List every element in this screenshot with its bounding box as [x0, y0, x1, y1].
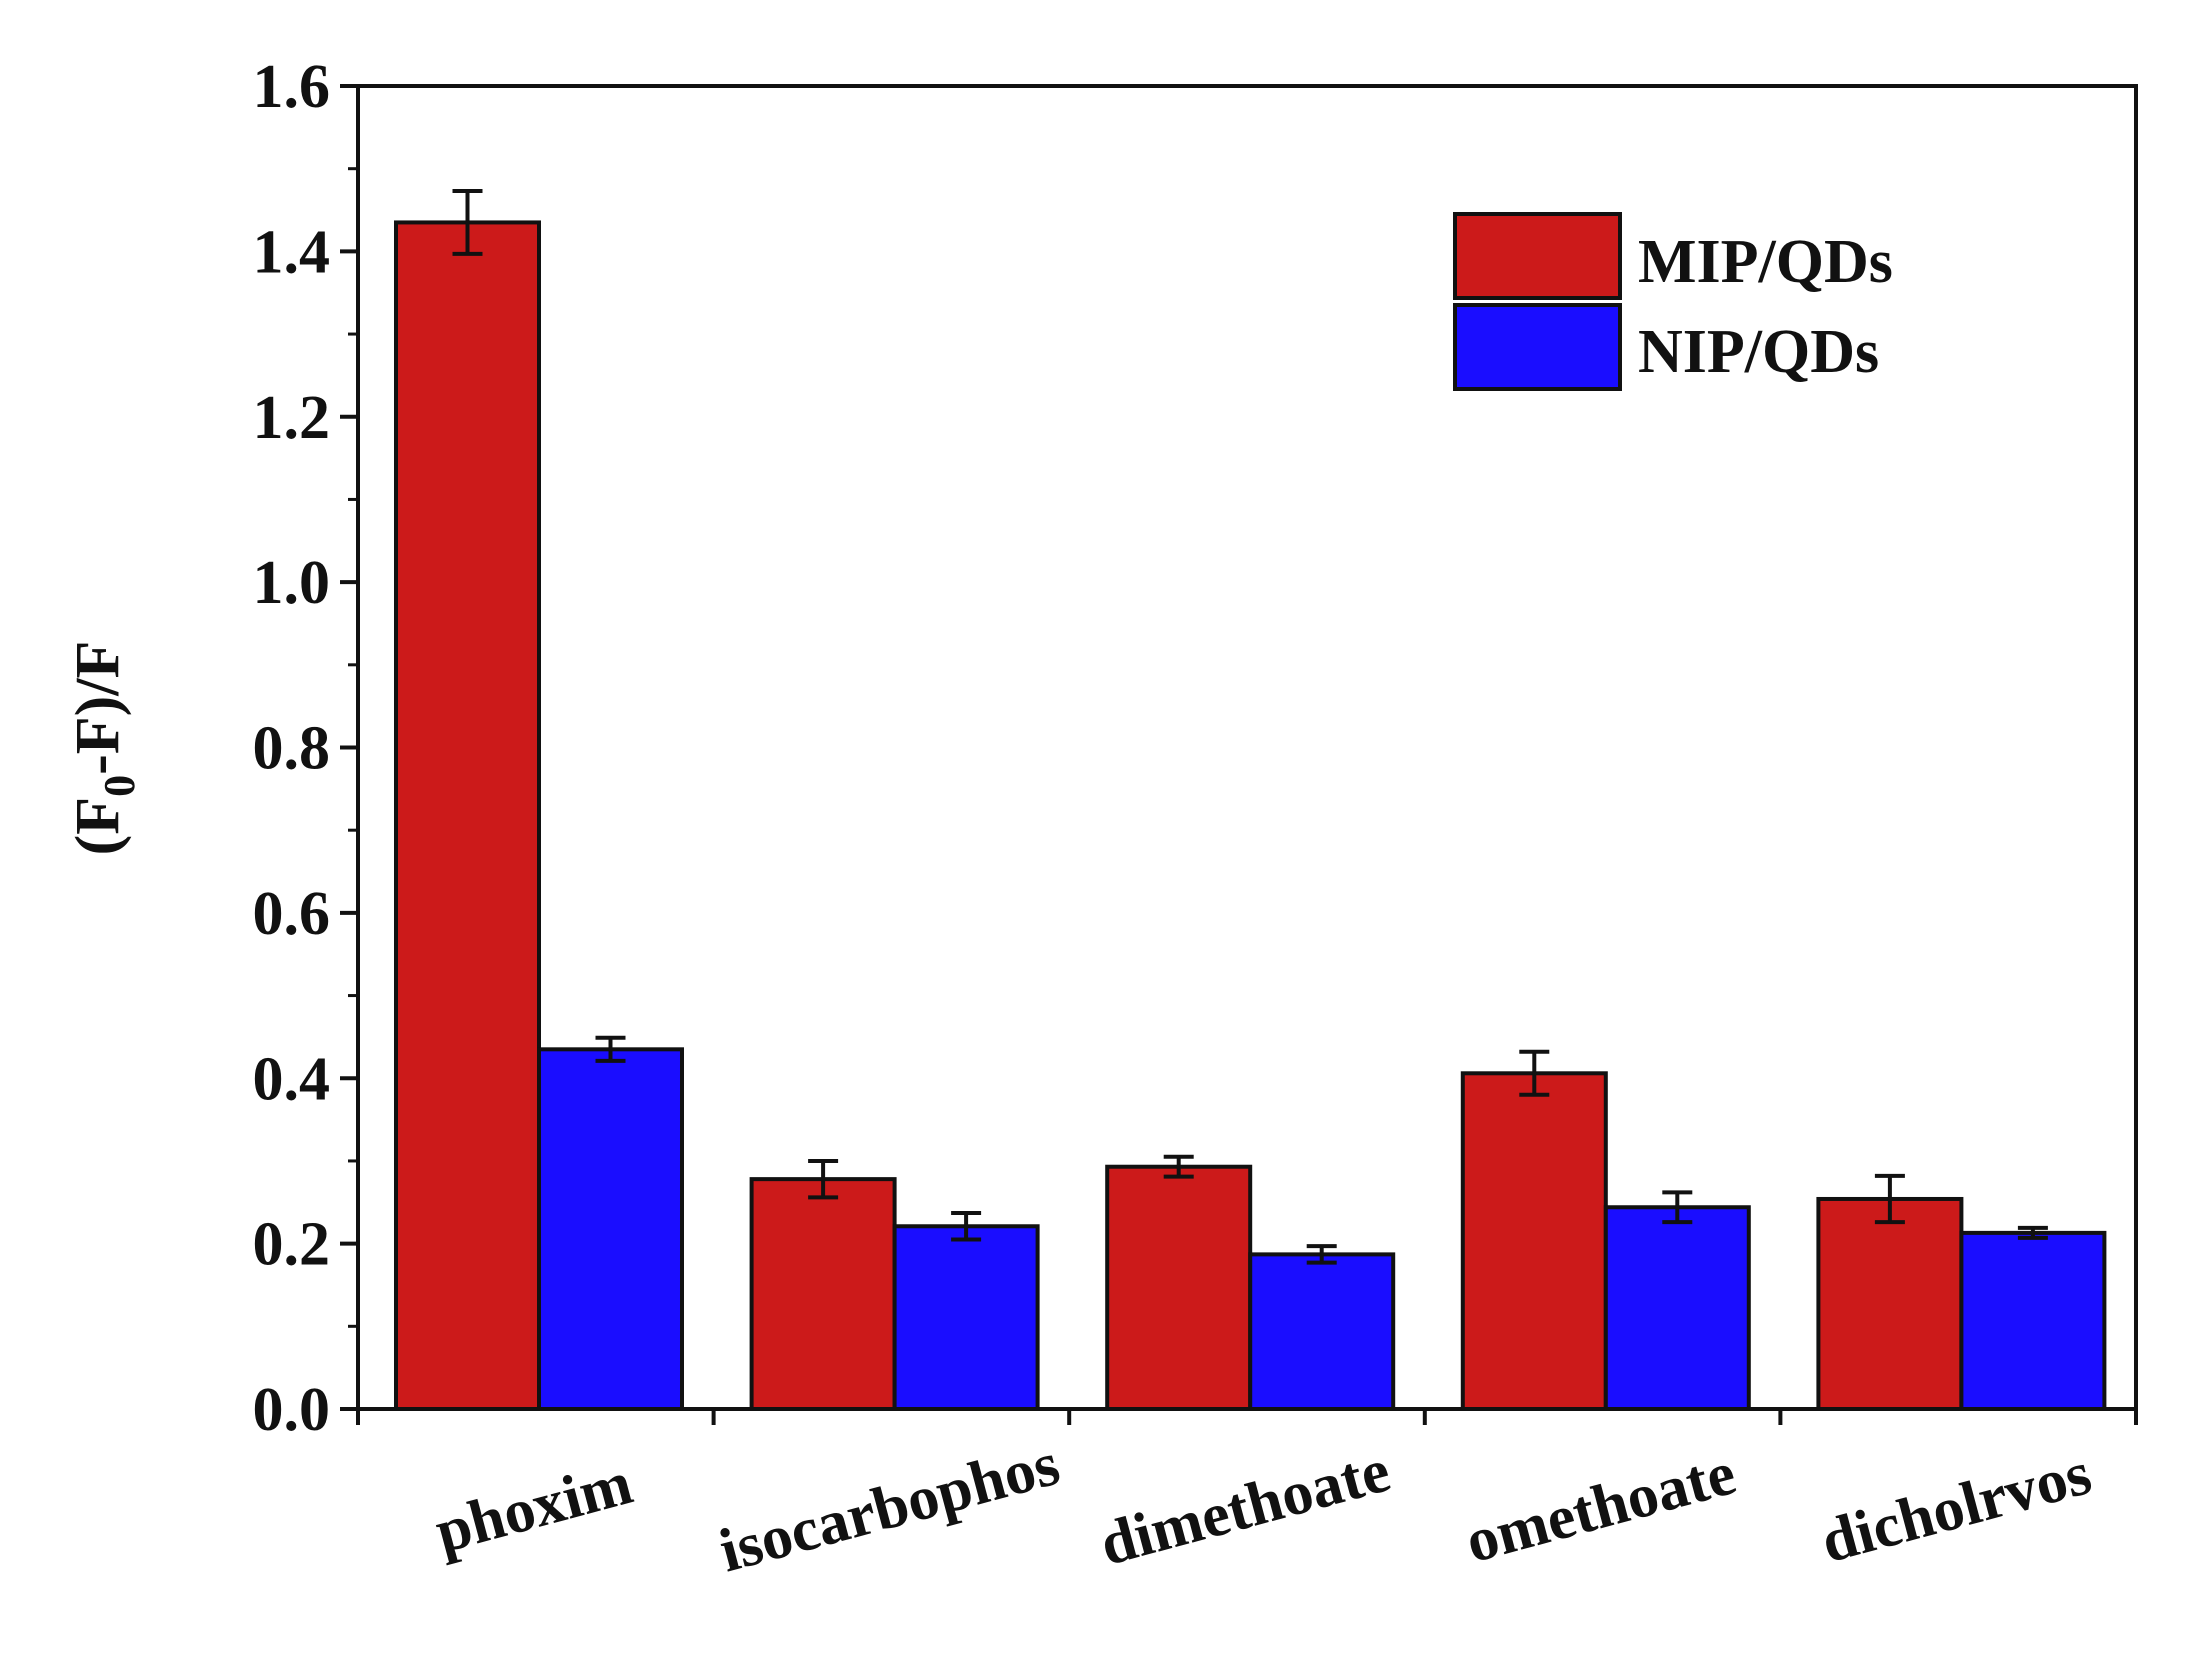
legend-swatch-nip	[1453, 303, 1622, 391]
y-axis-title-subscript: 0	[95, 775, 144, 797]
bar-dicholrvos-mip	[1816, 1196, 1964, 1411]
bar-phoxim-nip	[537, 1047, 684, 1411]
y-axis-title-prefix: (F	[64, 797, 132, 856]
errorbar-dimethoate-nip	[1306, 1244, 1337, 1265]
bar-isocarbophos-mip	[749, 1177, 897, 1412]
y-tick-label: 1.6	[253, 53, 331, 121]
bars-layer	[394, 220, 2107, 1412]
errorbars-layer	[452, 189, 2048, 1265]
bar-omethoate-nip	[1603, 1205, 1751, 1412]
legend-label-nip: NIP/QDs	[1638, 318, 1879, 386]
y-tick-label: 0.6	[253, 880, 331, 948]
y-axis: 0.0 0.2 0.4 0.6 0.8 1.0 1.2 1.4 1.6	[253, 53, 358, 1444]
errorbar-omethoate-nip	[1662, 1190, 1693, 1225]
bar-isocarbophos-nip	[892, 1224, 1040, 1411]
bar-dicholrvos-nip	[1959, 1230, 2107, 1411]
category-label-isocarbophos: isocarbophos	[713, 1430, 1067, 1586]
y-tick-label: 1.2	[253, 384, 331, 452]
y-tick-label: 1.4	[253, 218, 331, 286]
category-label-omethoate: omethoate	[1459, 1439, 1743, 1576]
y-axis-title: (F0-F)/F	[64, 641, 144, 856]
bar-phoxim-mip	[394, 220, 541, 1412]
errorbar-omethoate-mip	[1519, 1049, 1550, 1097]
errorbar-isocarbophos-nip	[951, 1211, 982, 1242]
y-tick-label: 1.0	[253, 549, 331, 617]
legend-swatch-mip	[1453, 212, 1622, 300]
bar-omethoate-mip	[1460, 1071, 1608, 1411]
errorbar-isocarbophos-mip	[808, 1158, 839, 1200]
legend-label-mip: MIP/QDs	[1638, 228, 1893, 296]
errorbar-dicholrvos-nip	[2017, 1225, 2048, 1240]
x-axis: phoxim isocarbophos dimethoate omethoate dic…	[356, 1409, 2138, 1586]
y-tick-label: 0.2	[253, 1211, 331, 1279]
bar-dimethoate-nip	[1248, 1252, 1396, 1412]
errorbar-phoxim-nip	[595, 1035, 626, 1063]
bar-dimethoate-mip	[1105, 1164, 1253, 1411]
errorbar-phoxim-mip	[452, 189, 483, 256]
errorbar-dicholrvos-mip	[1874, 1173, 1905, 1225]
category-label-phoxim: phoxim	[429, 1449, 640, 1566]
y-tick-label: 0.8	[253, 715, 331, 783]
y-axis-title-suffix: -F)/F	[64, 641, 132, 775]
errorbar-dimethoate-mip	[1163, 1154, 1194, 1179]
category-label-dimethoate: dimethoate	[1093, 1437, 1397, 1579]
y-tick-label: 0.4	[253, 1045, 331, 1113]
category-label-dicholrvos: dicholrvos	[1814, 1439, 2098, 1576]
legend: MIP/QDs NIP/QDs	[1453, 212, 1893, 391]
y-tick-label: 0.0	[253, 1376, 331, 1444]
